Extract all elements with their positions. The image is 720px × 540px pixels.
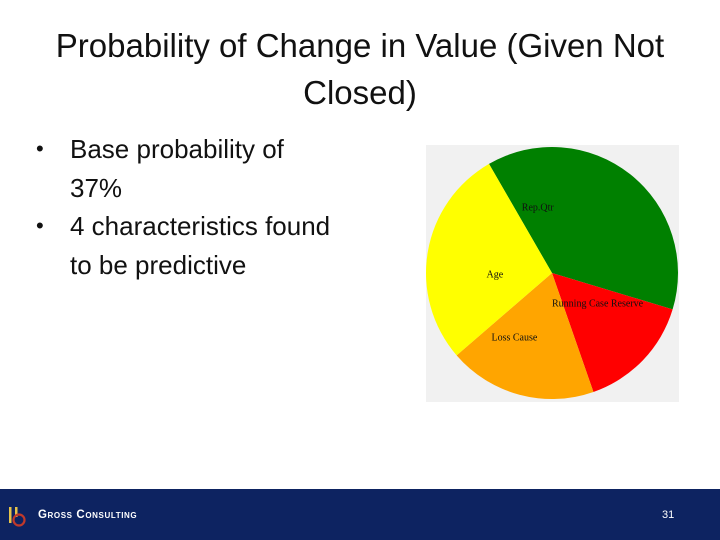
pie-chart: Rep.Qtr Running Case Reserve Loss Cause Age bbox=[426, 145, 679, 402]
bullet-item: • 4 characteristics found to be predicti… bbox=[36, 207, 336, 284]
pie-slice-running-case-reserve bbox=[552, 273, 673, 392]
bullet-dot-icon: • bbox=[36, 213, 44, 238]
pie-slice-age bbox=[426, 163, 552, 356]
pie-label-loss-cause: Loss Cause bbox=[492, 332, 538, 343]
pie-label-rep-qtr: Rep.Qtr bbox=[522, 203, 555, 214]
pie-slice-rep-qtr bbox=[489, 147, 678, 310]
bullet-text: Base probability of 37% bbox=[70, 134, 284, 203]
pie-label-running-case-reserve: Running Case Reserve bbox=[552, 298, 644, 309]
bullet-list: • Base probability of 37% • 4 characteri… bbox=[36, 130, 336, 284]
slide-title: Probability of Change in Value (Given No… bbox=[55, 27, 665, 111]
page-number: 31 bbox=[662, 509, 675, 521]
company-logo-icon bbox=[9, 507, 26, 527]
company-name: Gross Consulting bbox=[38, 509, 138, 521]
pie-label-age: Age bbox=[487, 269, 504, 280]
bullet-dot-icon: • bbox=[36, 136, 44, 161]
bullet-text: 4 characteristics found to be predictive bbox=[70, 211, 331, 280]
footer-bar: Gross Consulting 31 bbox=[0, 489, 720, 540]
pie-slice-loss-cause bbox=[456, 273, 594, 399]
bullet-item: • Base probability of 37% bbox=[36, 130, 336, 207]
pie-chart-svg: Rep.Qtr Running Case Reserve Loss Cause Age bbox=[426, 147, 678, 399]
